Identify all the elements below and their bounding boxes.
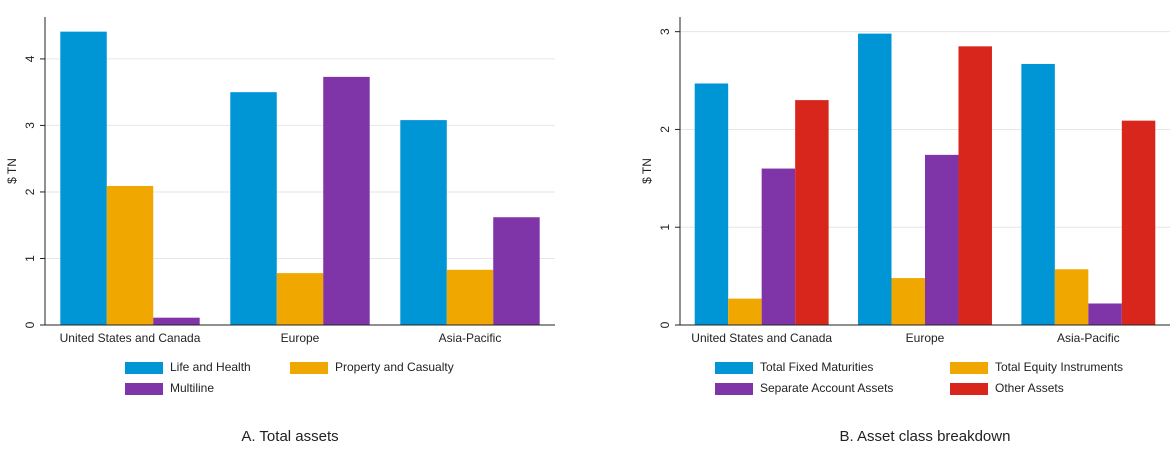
bar: [446, 269, 494, 325]
y-tick-label: 2: [23, 188, 37, 195]
y-tick-label: 1: [658, 224, 672, 231]
y-axis-label: $ TN: [640, 158, 654, 184]
x-tick-label: United States and Canada: [691, 331, 832, 345]
legend-swatch: [950, 362, 988, 374]
bar: [1121, 120, 1156, 326]
y-tick-label: 4: [23, 55, 37, 62]
bar: [153, 317, 200, 325]
bar: [1021, 63, 1055, 325]
legend-label: Life and Health: [170, 360, 251, 374]
legend-swatch: [290, 362, 328, 374]
legend-swatch: [125, 383, 163, 395]
legend-label: Property and Casualty: [335, 360, 454, 374]
bar: [795, 100, 829, 325]
bar: [400, 120, 447, 325]
y-tick-label: 0: [23, 321, 37, 328]
x-tick-label: Europe: [281, 331, 320, 345]
legend-swatch: [125, 362, 163, 374]
y-axis-label: $ TN: [5, 158, 19, 184]
y-tick-label: 2: [658, 126, 672, 133]
bar: [60, 31, 107, 326]
y-tick-label: 3: [23, 122, 37, 129]
bar: [728, 298, 762, 325]
bar: [106, 185, 154, 325]
bar: [1054, 269, 1089, 325]
legend-label: Other Assets: [995, 381, 1064, 395]
bar: [958, 46, 992, 325]
bar: [1088, 303, 1122, 325]
bar: [323, 76, 370, 325]
chart-title: A. Total assets: [241, 428, 338, 445]
bar: [493, 217, 540, 325]
bar: [230, 92, 277, 325]
bar: [925, 154, 959, 325]
chart-title: B. Asset class breakdown: [840, 428, 1011, 445]
legend-label: Separate Account Assets: [760, 381, 893, 395]
y-tick-label: 3: [658, 28, 672, 35]
legend-swatch: [715, 362, 753, 374]
x-tick-label: Asia-Pacific: [439, 331, 502, 345]
legend-swatch: [715, 383, 753, 395]
legend-label: Multiline: [170, 381, 214, 395]
x-tick-label: Europe: [906, 331, 945, 345]
x-tick-label: United States and Canada: [60, 331, 201, 345]
x-tick-label: Asia-Pacific: [1057, 331, 1120, 345]
y-tick-label: 0: [658, 321, 672, 328]
bar: [891, 278, 925, 325]
legend-swatch: [950, 383, 988, 395]
bar: [761, 168, 796, 325]
legend-label: Total Equity Instruments: [995, 360, 1123, 374]
legend-label: Total Fixed Maturities: [760, 360, 873, 374]
y-tick-label: 1: [23, 255, 37, 262]
bar: [694, 83, 729, 325]
bar: [858, 33, 892, 325]
bar: [276, 273, 324, 325]
